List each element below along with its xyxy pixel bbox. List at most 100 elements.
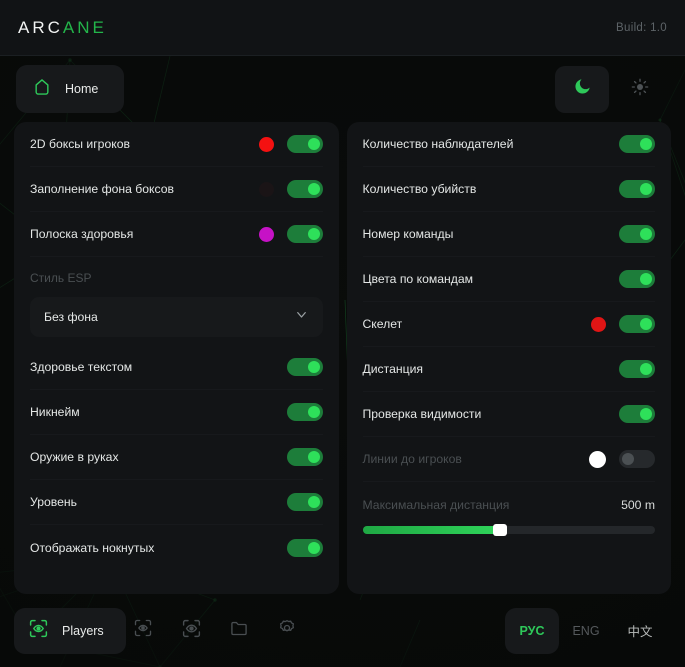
- setting-label: Линии до игроков: [362, 452, 462, 466]
- setting-row-health-bar[interactable]: Полоска здоровья: [30, 212, 323, 257]
- setting-row-kill-count[interactable]: Количество убийств: [362, 167, 655, 212]
- setting-toggle[interactable]: [286, 538, 323, 557]
- setting-toggle[interactable]: [286, 358, 323, 376]
- slider-thumb[interactable]: [492, 524, 507, 536]
- setting-row-level[interactable]: Уровень: [30, 480, 323, 525]
- setting-label: Количество убийств: [362, 182, 477, 196]
- nav-item-home[interactable]: Home: [16, 65, 125, 113]
- setting-toggle[interactable]: [286, 493, 323, 511]
- theme-toggle-group: [555, 65, 667, 113]
- logo-primary-text: ARC: [18, 17, 63, 37]
- logo-accent-text: ANE: [62, 17, 107, 37]
- toggle-knob: [640, 408, 652, 420]
- setting-toggle[interactable]: [286, 180, 323, 198]
- folder-icon: [229, 618, 249, 643]
- setting-label: Оружие в руках: [30, 450, 119, 464]
- color-swatch[interactable]: [258, 181, 274, 197]
- app-logo: ARCANE: [18, 18, 107, 38]
- toggle-knob: [307, 541, 320, 554]
- app-header: ARCANE Build: 1.0: [0, 0, 685, 56]
- max-distance-header: Максимальная дистанция 500 m: [363, 498, 656, 512]
- max-distance-value: 500 m: [621, 498, 655, 512]
- setting-row-box-fill[interactable]: Заполнение фона боксов: [30, 167, 323, 212]
- language-option-eng[interactable]: ENG: [572, 623, 600, 638]
- tab-files[interactable]: [222, 608, 270, 654]
- setting-row-visibility-check[interactable]: Проверка видимости: [362, 392, 655, 437]
- moon-icon: [573, 77, 592, 101]
- build-version-label: Build: 1.0: [616, 21, 667, 34]
- setting-label: Отображать нокнутых: [30, 540, 155, 555]
- setting-row-team-number[interactable]: Номер команды: [362, 212, 655, 257]
- aim-target-icon: [133, 618, 153, 643]
- setting-row-weapon-in-hands[interactable]: Оружие в руках: [30, 435, 323, 480]
- setting-toggle[interactable]: [286, 448, 323, 466]
- setting-label: Здоровье текстом: [30, 360, 133, 374]
- toggle-knob: [640, 228, 652, 240]
- color-swatch[interactable]: [258, 226, 274, 242]
- setting-toggle[interactable]: [619, 270, 655, 288]
- toggle-knob: [640, 363, 652, 375]
- setting-label: Заполнение фона боксов: [30, 182, 174, 196]
- setting-label: Скелет: [362, 317, 403, 331]
- setting-toggle[interactable]: [619, 315, 655, 333]
- setting-toggle[interactable]: [619, 225, 655, 243]
- pentagon-home-icon: [32, 77, 52, 102]
- setting-label: Цвета по командам: [362, 272, 474, 286]
- settings-columns: 2D боксы игроков Заполнение фона боксов …: [0, 122, 685, 594]
- tab-aim[interactable]: [126, 608, 174, 654]
- setting-label: 2D боксы игроков: [30, 137, 130, 151]
- setting-toggle[interactable]: [286, 225, 323, 243]
- setting-label: Номер команды: [362, 227, 454, 241]
- setting-toggle[interactable]: [286, 135, 323, 153]
- theme-light-button[interactable]: [613, 66, 667, 113]
- toggle-knob: [307, 361, 320, 373]
- slider-fill: [362, 526, 500, 534]
- setting-toggle[interactable]: [619, 135, 655, 153]
- setting-label: Уровень: [30, 495, 77, 509]
- setting-row-2d-boxes[interactable]: 2D боксы игроков: [30, 122, 323, 167]
- max-distance-slider[interactable]: [362, 524, 655, 536]
- setting-label: Проверка видимости: [362, 407, 482, 421]
- setting-row-team-colors[interactable]: Цвета по командам: [362, 257, 655, 302]
- setting-row-nickname[interactable]: Никнейм: [30, 390, 323, 435]
- esp-style-field: Стиль ESP Без фона: [30, 257, 323, 345]
- language-option-chinese[interactable]: 中文: [627, 625, 653, 639]
- setting-toggle[interactable]: [619, 450, 655, 468]
- setting-row-skeleton[interactable]: Скелет: [362, 302, 655, 347]
- setting-row-show-knocked[interactable]: Отображать нокнутых: [30, 525, 323, 570]
- theme-dark-button[interactable]: [555, 65, 609, 113]
- setting-toggle[interactable]: [286, 403, 323, 421]
- eye-target-icon: [28, 618, 49, 644]
- language-option-rus[interactable]: РУС: [505, 607, 559, 654]
- esp-style-value: Без фона: [44, 310, 98, 324]
- toggle-knob: [307, 451, 320, 463]
- color-swatch[interactable]: [591, 316, 606, 332]
- setting-toggle[interactable]: [619, 360, 655, 378]
- tab-players[interactable]: Players: [14, 607, 126, 654]
- setting-row-lines-to-players[interactable]: Линии до игроков: [362, 437, 655, 482]
- setting-toggle[interactable]: [619, 405, 655, 423]
- setting-row-spectator-count[interactable]: Количество наблюдателей: [362, 122, 655, 167]
- toggle-knob: [307, 228, 320, 240]
- tab-settings[interactable]: [270, 608, 318, 654]
- toggle-knob: [640, 318, 652, 330]
- tab-players-label: Players: [62, 623, 104, 638]
- esp-style-label: Стиль ESP: [30, 271, 92, 285]
- toggle-knob: [640, 138, 652, 150]
- setting-row-distance[interactable]: Дистанция: [362, 347, 655, 392]
- language-selector: РУС ENG 中文: [505, 607, 667, 654]
- setting-row-health-text[interactable]: Здоровье текстом: [30, 345, 323, 390]
- toggle-knob: [307, 183, 320, 195]
- max-distance-label: Максимальная дистанция: [362, 498, 510, 512]
- esp-style-dropdown[interactable]: Без фона: [30, 297, 323, 337]
- color-swatch[interactable]: [589, 450, 606, 468]
- toggle-knob: [307, 496, 320, 508]
- toggle-knob: [622, 453, 634, 465]
- setting-toggle[interactable]: [619, 180, 655, 198]
- color-swatch[interactable]: [258, 136, 274, 152]
- tab-esp[interactable]: [174, 608, 222, 654]
- toggle-knob: [640, 273, 652, 285]
- nav-row: Home: [0, 56, 685, 122]
- toggle-knob: [640, 183, 652, 195]
